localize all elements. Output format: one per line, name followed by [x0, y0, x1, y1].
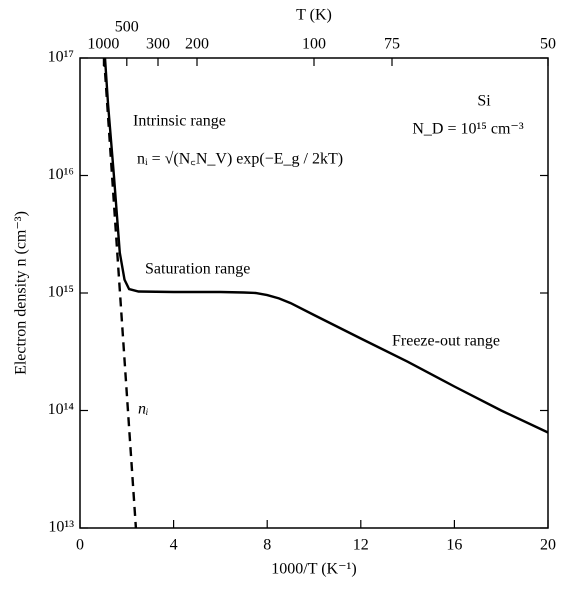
- x2-tick-label: 100: [302, 36, 326, 53]
- y-tick-label: 10¹⁶: [48, 166, 74, 183]
- annotation: Intrinsic range: [133, 113, 226, 130]
- x2-tick-label: 1000: [87, 36, 119, 53]
- annotation: nᵢ = √(N꜀N_V) exp(−E_g / 2kT): [137, 151, 343, 168]
- annotation: Freeze-out range: [392, 333, 500, 350]
- x-tick-label: 4: [170, 537, 178, 554]
- x-tick-label: 20: [540, 537, 556, 554]
- x-tick-label: 8: [263, 537, 271, 554]
- annotation: Saturation range: [145, 261, 250, 278]
- line-series: [102, 57, 138, 529]
- y-tick-label: 10¹⁷: [48, 49, 74, 66]
- y-tick-label: 10¹³: [48, 519, 74, 536]
- x-tick-label: 12: [353, 537, 369, 554]
- series-label: nᵢ: [138, 401, 149, 418]
- x-axis-label: 1000/T (K⁻¹): [271, 561, 356, 578]
- x2-tick-label: 200: [185, 36, 209, 53]
- x2-axis-label: T (K): [296, 7, 332, 24]
- x-tick-label: 0: [76, 537, 84, 554]
- annotation: Si: [477, 93, 491, 110]
- y-tick-label: 10¹⁵: [48, 284, 74, 301]
- annotation: N_D = 10¹⁵ cm⁻³: [412, 121, 524, 138]
- x-tick-label: 16: [446, 537, 462, 554]
- x2-tick-label: 75: [384, 36, 400, 53]
- y-tick-label: 10¹⁴: [48, 401, 75, 418]
- x2-tick-label: 500: [115, 19, 139, 36]
- y-axis-label: Electron density n (cm⁻³): [13, 211, 30, 375]
- x2-tick-label: 300: [146, 36, 170, 53]
- x2-tick-label: 50: [540, 36, 556, 53]
- line-series: [103, 57, 549, 434]
